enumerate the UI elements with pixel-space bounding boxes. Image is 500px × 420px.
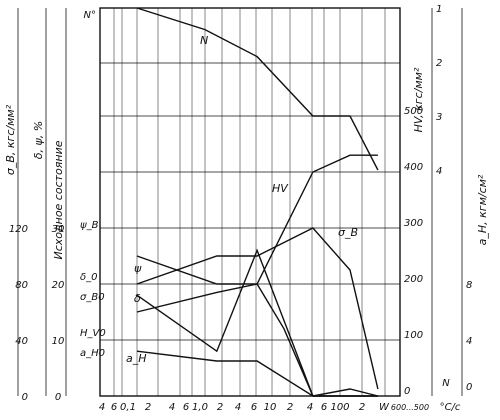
sigma-tick-label: 40 (15, 336, 28, 347)
x-tick-label: 6 (251, 402, 257, 413)
x-tick-label: 0,1 (120, 402, 136, 413)
labels: σ_B, кгс/мм² δ, ψ, %Исходное состояние040… (4, 4, 489, 413)
x-tick-label: 2 (359, 402, 365, 413)
sigma-tick-label: 0 (22, 392, 28, 403)
x-tick-label: 6 (321, 402, 327, 413)
hv-tick-label: 500 (404, 106, 423, 117)
series-lines (136, 7, 379, 397)
n-zero-label: N° (84, 10, 96, 21)
n-tick-label: 2 (436, 58, 442, 69)
x-tick-label: 1,0 (192, 402, 208, 413)
x-tick-label: 10 (264, 402, 277, 413)
series-name-label: a_H (126, 352, 147, 365)
series-name-label: ψ (134, 262, 142, 275)
pct-tick-label: 20 (52, 280, 65, 291)
hv-tick-label: 100 (404, 330, 423, 341)
x-tick-label: 2 (217, 402, 223, 413)
x-tick-label: 4 (235, 402, 241, 413)
plot-frame (99, 7, 401, 397)
left-axis-title: Исходное состояние (52, 140, 65, 259)
series-name-label: HV (272, 182, 289, 195)
left-axis-title: σ_B, кгс/мм² (4, 104, 17, 175)
sigma-tick-label: 120 (9, 224, 28, 235)
series-line (136, 154, 378, 313)
x-tick-label: 6 (111, 402, 117, 413)
sigma-tick-label: 80 (15, 280, 28, 291)
x-tick-label: 2 (287, 402, 293, 413)
x-tick-label: 4 (169, 402, 175, 413)
initial-state-label: a_H0 (80, 348, 105, 359)
x-tick-label: 100 (330, 402, 349, 413)
n-tick-label: 3 (436, 112, 442, 123)
x-tick-label: 4 (99, 402, 105, 413)
hv-tick-label: 200 (404, 274, 423, 285)
x-tick-label: 4 (307, 402, 313, 413)
x-tick-label: 600...500 (391, 403, 429, 412)
series-name-label: N (200, 34, 208, 47)
grid (100, 7, 401, 397)
series-line (136, 7, 379, 171)
series-line (136, 350, 379, 397)
hv-tick-label: 400 (404, 162, 423, 173)
n-tick-label: 1 (436, 4, 442, 15)
right-axis-title: HV, кгс/мм² (412, 67, 425, 132)
series-line (136, 255, 378, 397)
initial-state-label: H_V0 (80, 328, 106, 339)
series-name-label: σ_B (338, 226, 358, 239)
hv-tick-label: 0 (404, 386, 410, 397)
axes (17, 7, 463, 397)
x-tick-label: 2 (145, 402, 151, 413)
initial-state-label: ψ_B (80, 220, 99, 231)
ah-tick-label: 8 (466, 280, 472, 291)
x-tick-label: W (379, 402, 390, 413)
ah-tick-label: 4 (466, 336, 472, 347)
series-name-label: δ (134, 292, 141, 305)
pct-tick-label: 10 (52, 336, 65, 347)
ah-zero-label: 0 (466, 382, 472, 393)
pct-tick-label: 30 (52, 224, 65, 235)
initial-state-label: δ_0 (80, 272, 97, 283)
hv-tick-label: 300 (404, 218, 423, 229)
series-line (136, 227, 379, 390)
pct-tick-label: 0 (55, 392, 61, 403)
ah-n-label: N (442, 378, 450, 389)
left-axis-title: δ, ψ, % (32, 121, 45, 159)
right-axis-title: a_H, кгм/см² (476, 174, 489, 245)
x-tick-label: 6 (183, 402, 189, 413)
initial-state-label: σ_B0 (80, 292, 105, 303)
x-tick-label: °C/c (440, 402, 461, 413)
series-line (136, 248, 378, 397)
n-tick-label: 4 (436, 166, 442, 177)
